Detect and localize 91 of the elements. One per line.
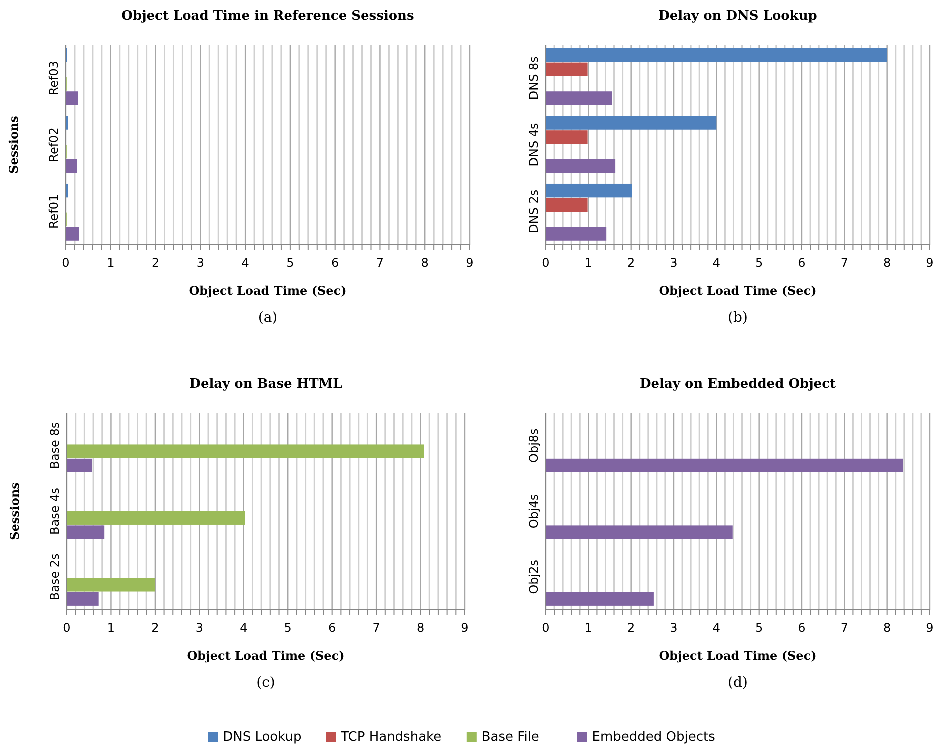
bar [67,512,246,525]
x-tick-label: 0 [63,621,71,635]
x-tick-label: 2 [628,621,636,635]
x-tick-label: 3 [670,621,678,635]
x-tick-label: 7 [840,256,848,270]
x-axis-title: Object Load Time (Sec) [659,284,817,298]
y-tick-label: Obj4s [527,494,541,529]
chart-title: Delay on DNS Lookup [658,9,818,24]
x-tick-label: 7 [372,621,380,635]
x-tick-label: 4 [712,256,720,270]
bar [546,227,607,241]
x-tick-label: 2 [628,256,636,270]
y-tick-label: DNS 2s [527,190,541,234]
y-tick-label: DNS 8s [527,56,541,100]
bar [67,444,424,458]
y-tick-label: Ref03 [47,60,61,96]
bar [546,62,588,76]
text: (b) [728,310,748,326]
y-tick-label: Base 4s [48,488,62,535]
text: (c) [256,675,276,691]
x-tick-label: 7 [376,256,384,270]
bar [546,130,588,144]
bar [67,578,156,592]
x-tick-label: 1 [107,621,116,635]
x-tick-label: 1 [584,621,592,635]
x-tick-label: 9 [926,621,934,635]
bar [67,526,105,540]
x-tick-label: 1 [107,256,115,270]
x-tick-label: 0 [62,256,70,270]
bar [546,116,717,130]
x-tick-label: 3 [670,256,678,270]
legend-label: DNS Lookup [223,730,302,745]
x-tick-label: 2 [152,256,160,270]
x-tick-label: 1 [584,256,592,270]
x-tick-label: 5 [756,621,764,635]
y-tick-label: Ref02 [47,128,61,162]
x-tick-label: 5 [284,621,292,635]
y-tick-label: DNS 4s [527,123,541,167]
x-tick-label: 5 [286,256,294,270]
x-tick-label: 7 [840,621,848,635]
x-tick-label: 4 [712,621,720,635]
y-tick-label: Base 8s [48,422,62,470]
bar [546,92,612,106]
x-tick-label: 2 [152,621,160,635]
text: (a) [258,310,278,326]
y-axis-title: Sessions [8,482,22,540]
x-tick-label: 8 [416,621,425,635]
y-tick-label: Base 2s [48,554,62,601]
x-tick-label: 9 [461,621,469,635]
bar [546,184,632,198]
legend-label: Embedded Objects [592,730,716,745]
y-tick-label: Ref01 [47,194,61,230]
x-tick-label: 3 [196,256,204,270]
x-tick-label: 8 [421,256,429,270]
bar [546,458,904,472]
x-tick-label: 4 [242,256,250,270]
legend-label: TCP Handshake [340,730,442,745]
y-tick-label: Obj8s [527,428,541,463]
bar [546,526,733,540]
x-tick-label: 6 [798,256,806,270]
bar [546,159,616,174]
bar [66,159,78,174]
x-tick-label: 5 [756,256,764,270]
x-axis-title: Object Load Time (Sec) [187,649,345,663]
x-tick-label: 8 [884,621,892,635]
x-tick-label: 6 [328,621,336,635]
x-tick-label: 3 [196,621,204,635]
x-tick-label: 6 [798,621,806,635]
bar [67,592,99,606]
chart-title: Delay on Embedded Object [640,377,836,392]
y-tick-label: Obj2s [527,560,541,594]
x-tick-label: 8 [884,256,892,270]
legend-label: Base File [482,730,540,745]
x-axis-title: Object Load Time (Sec) [189,284,347,298]
bar [546,198,588,212]
bar [546,48,888,62]
x-tick-label: 6 [332,256,340,270]
bar [67,458,92,472]
x-tick-label: 0 [542,621,550,635]
x-axis-title: Object Load Time (Sec) [659,649,817,663]
x-tick-label: 9 [466,256,474,270]
chart-title: Delay on Base HTML [190,377,342,392]
bar [66,227,80,241]
y-axis-title: Sessions [7,116,21,174]
x-tick-label: 9 [926,256,934,270]
chart-title: Object Load Time in Reference Sessions [122,9,414,24]
bar [66,92,78,106]
x-tick-label: 0 [542,256,550,270]
x-tick-label: 4 [240,621,248,635]
text: (d) [728,675,748,691]
bar [546,592,654,606]
